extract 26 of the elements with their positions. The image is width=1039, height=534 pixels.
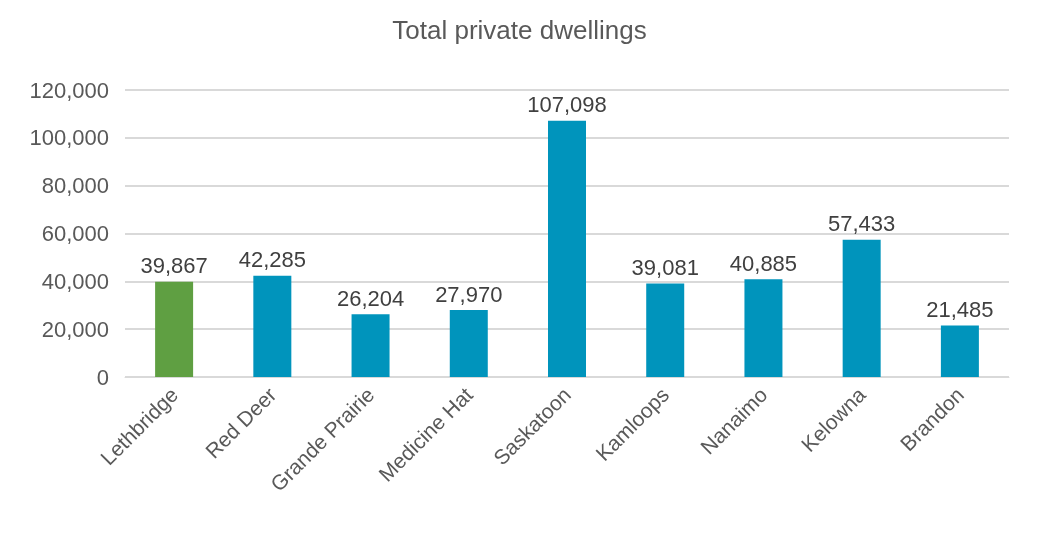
data-label: 27,970: [435, 281, 503, 307]
y-tick-label: 60,000: [41, 221, 109, 246]
bar: [449, 310, 488, 377]
y-tick-label: 80,000: [41, 173, 109, 199]
data-label: 39,867: [140, 253, 208, 279]
y-tick-label: 100,000: [29, 125, 109, 151]
chart-title: Total private dwellings: [392, 15, 647, 45]
data-label: 57,433: [828, 211, 896, 237]
bar: [155, 281, 194, 377]
y-tick-label: 0: [96, 364, 109, 390]
bar: [842, 239, 881, 377]
data-label: 42,285: [238, 247, 306, 273]
data-label: 21,485: [926, 297, 994, 323]
y-tick-label: 20,000: [41, 316, 109, 342]
bar: [744, 279, 783, 377]
bar: [646, 283, 685, 377]
bar: [253, 275, 292, 377]
y-tick-label: 40,000: [41, 268, 109, 294]
y-tick-label: 120,000: [29, 77, 109, 103]
bar: [940, 325, 979, 377]
data-label: 40,885: [729, 250, 798, 276]
data-label: 26,204: [336, 285, 405, 311]
data-label: 39,081: [631, 255, 699, 281]
bar: [548, 120, 586, 377]
data-label: 107,098: [527, 92, 607, 118]
bar: [351, 314, 390, 377]
